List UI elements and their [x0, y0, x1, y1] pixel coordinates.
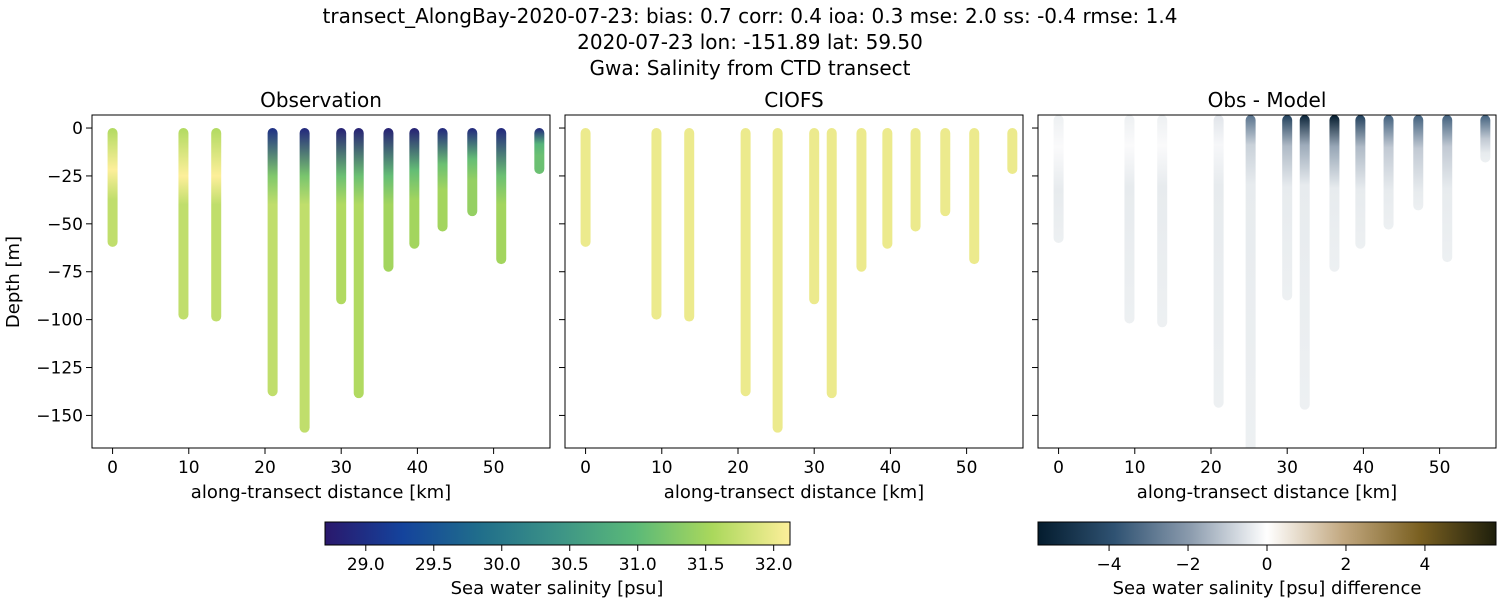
panel-frame-2 — [1037, 114, 1497, 449]
x-tick-label: 10 — [651, 458, 673, 478]
x-tick-label: 40 — [1353, 458, 1375, 478]
station-marker — [1213, 115, 1224, 408]
station-marker — [1413, 115, 1424, 211]
panel-title-obs-model: Obs - Model — [1208, 88, 1327, 112]
x-tick-label: 50 — [956, 458, 978, 478]
station-marker — [580, 128, 591, 247]
panel-0-data — [107, 128, 545, 433]
station-marker — [969, 128, 980, 265]
station-marker — [1282, 115, 1293, 301]
station-marker — [299, 128, 310, 433]
station-marker — [772, 128, 783, 433]
x-tick-label: 10 — [1124, 458, 1146, 478]
y-tick-label: −25 — [47, 167, 83, 187]
station-marker — [353, 128, 364, 399]
x-tick-label: 30 — [330, 458, 352, 478]
y-tick-label: −50 — [47, 215, 83, 235]
panel-2-data — [1053, 115, 1491, 448]
station-marker — [1355, 115, 1366, 249]
station-marker — [651, 128, 662, 320]
station-marker — [267, 128, 278, 397]
colorbar-tick-label: 4 — [1420, 555, 1431, 575]
station-marker — [910, 128, 921, 232]
x-tick-label: 30 — [803, 458, 825, 478]
station-marker — [1329, 115, 1340, 272]
x-tick-label: 50 — [483, 458, 505, 478]
x-axis-label-ciofs: along-transect distance [km] — [664, 482, 924, 503]
panel-frame-1 — [564, 114, 1024, 449]
y-tick-label: −150 — [36, 406, 83, 426]
station-marker — [409, 128, 420, 249]
station-marker — [1245, 115, 1256, 448]
station-marker — [856, 128, 867, 272]
station-marker — [383, 128, 394, 272]
colorbar-tick-label: 2 — [1341, 555, 1352, 575]
station-marker — [437, 128, 448, 232]
x-tick-label: 0 — [1053, 458, 1064, 478]
x-tick-label: 50 — [1429, 458, 1451, 478]
station-marker — [467, 128, 478, 217]
colorbar-salinity — [324, 521, 791, 546]
colorbar-tick-label: 31.5 — [687, 555, 725, 575]
station-marker — [534, 128, 545, 175]
station-marker — [882, 128, 893, 249]
station-marker — [1442, 115, 1453, 263]
colorbar-tick-label: 30.0 — [483, 555, 521, 575]
x-axis-label-observation: along-transect distance [km] — [191, 482, 451, 503]
figure-title-line-1: transect_AlongBay-2020-07-23: bias: 0.7 … — [322, 4, 1178, 28]
station-marker — [1157, 115, 1168, 328]
figure-title-line-2: 2020-07-23 lon: -151.89 lat: 59.50 — [577, 30, 923, 54]
x-tick-label: 20 — [1200, 458, 1222, 478]
station-marker — [496, 128, 507, 265]
panel-1-data — [580, 128, 1018, 433]
colorbar-tick-label: 29.5 — [415, 555, 453, 575]
station-marker — [684, 128, 695, 322]
x-tick-label: 30 — [1276, 458, 1298, 478]
station-marker — [1007, 128, 1018, 175]
station-marker — [940, 128, 951, 217]
x-axis-label-obs-model: along-transect distance [km] — [1137, 482, 1397, 503]
y-tick-label: −125 — [36, 359, 83, 379]
y-axis-label: Depth [m] — [3, 236, 24, 328]
colorbar-tick-label: −4 — [1097, 555, 1122, 575]
y-tick-label: 0 — [72, 119, 83, 139]
station-marker — [740, 128, 751, 397]
station-marker — [107, 128, 118, 247]
x-tick-label: 10 — [178, 458, 200, 478]
x-tick-label: 40 — [407, 458, 429, 478]
x-tick-label: 20 — [254, 458, 276, 478]
panel-title-ciofs: CIOFS — [764, 88, 823, 112]
colorbar-label-salinity: Sea water salinity [psu] — [451, 578, 664, 599]
station-marker — [211, 128, 222, 322]
station-marker — [1299, 115, 1310, 410]
station-marker — [1480, 115, 1491, 163]
x-tick-label: 20 — [727, 458, 749, 478]
station-marker — [336, 128, 347, 305]
x-tick-label: 0 — [107, 458, 118, 478]
panel-frame-0 — [91, 114, 551, 449]
station-marker — [826, 128, 837, 399]
colorbar-tick-label: 0 — [1262, 555, 1273, 575]
x-tick-label: 40 — [880, 458, 902, 478]
y-tick-label: −100 — [36, 311, 83, 331]
station-marker — [1124, 115, 1135, 324]
colorbar-tick-label: 31.0 — [619, 555, 657, 575]
station-marker — [809, 128, 820, 305]
colorbar-label-difference: Sea water salinity [psu] difference — [1113, 578, 1422, 599]
station-marker — [1383, 115, 1394, 230]
x-tick-label: 0 — [580, 458, 591, 478]
colorbar-tick-label: 32.0 — [755, 555, 793, 575]
station-marker — [1053, 115, 1064, 243]
colorbar-tick-label: −2 — [1176, 555, 1201, 575]
colorbar-difference — [1037, 521, 1497, 546]
figure-title-line-3: Gwa: Salinity from CTD transect — [589, 56, 911, 80]
panel-title-observation: Observation — [260, 88, 382, 112]
colorbar-tick-label: 29.0 — [347, 555, 385, 575]
station-marker — [178, 128, 189, 320]
colorbar-tick-label: 30.5 — [551, 555, 589, 575]
y-tick-label: −75 — [47, 263, 83, 283]
